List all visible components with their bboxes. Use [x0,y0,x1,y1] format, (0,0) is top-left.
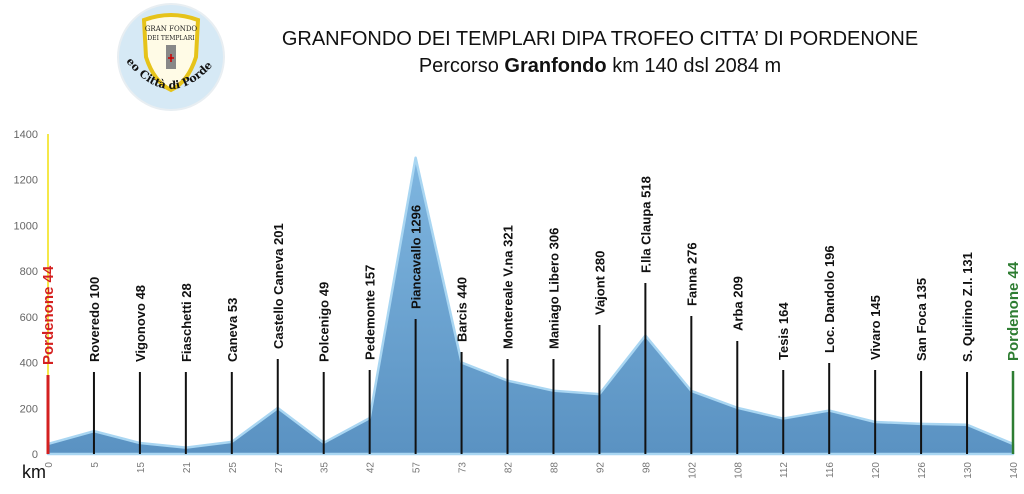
place-label: Loc. Dandolo 196 [822,245,837,353]
y-tick-label: 600 [20,312,38,324]
place-label: Maniago Libero 306 [546,228,561,349]
y-tick-label: 0 [32,449,38,461]
x-tick-label: 92 [595,462,606,474]
place-label: Castello Caneva 201 [271,223,286,349]
x-tick-label: 112 [779,462,790,478]
x-tick-label: 42 [366,462,377,474]
y-tick-label: 200 [20,403,38,415]
x-tick-label: 102 [687,462,698,479]
x-tick-label: 73 [458,462,469,474]
y-tick-label: 1400 [14,129,38,141]
place-label: Pordenone 44 [1005,261,1022,361]
subtitle-prefix: Percorso [418,55,499,77]
x-tick-label: 98 [641,462,652,474]
place-label: Tesis 164 [776,302,791,360]
event-logo: GRAN FONDO DEI TEMPLARI Trofeo Città di … [116,2,225,111]
place-label: Pordenone 44 [40,265,57,365]
x-tick-label: 116 [825,462,836,478]
x-tick-label: 130 [963,462,974,479]
place-label: Pedemonte 157 [363,265,378,360]
place-label: F.lla Claupa 518 [638,176,653,273]
y-tick-label: 1000 [14,220,38,232]
place-markers: Pordenone 44 Roveredo 100 Vigonovo 48 Fiasc… [40,134,1022,454]
x-axis-label: km [22,462,46,482]
place-label: Roveredo 100 [87,277,102,362]
x-tick-label: 57 [412,462,423,474]
x-tick-label: 140 [1009,462,1020,479]
subtitle-suffix: km 140 dsl 2084 m [612,55,782,77]
place-label: Piancavallo 1296 [409,205,424,309]
place-label: Fanna 276 [684,242,699,306]
y-tick-label: 1200 [14,175,38,187]
place-label: Montereale V.na 321 [501,225,516,349]
place-label: Fiaschetti 28 [179,283,194,362]
x-tick-label: 5 [90,462,101,468]
x-tick-label: 0 [44,462,55,468]
x-tick-label: 35 [320,462,331,474]
chart-subtitle: Percorso Granfondo km 140 dsl 2084 m [250,55,950,78]
y-tick-label: 800 [20,266,38,278]
x-tick-label: 21 [182,462,193,474]
place-label: San Foca 135 [914,278,929,361]
place-label: Vivaro 145 [868,295,883,360]
place-label: Arba 209 [730,276,745,331]
place-label: S. Quirino Z.I. 131 [960,252,975,362]
place-label: Barcis 440 [455,277,470,342]
x-tick-label: 108 [733,462,744,479]
place-label: Caneva 53 [225,298,240,362]
y-tick-label: 400 [20,358,38,370]
chart-title: GRANFONDO DEI TEMPLARI DIPA TROFEO CITTA… [281,28,919,50]
place-label: Vajont 280 [592,251,607,315]
x-tick-label: 120 [871,462,882,479]
x-tick-label: 82 [504,462,515,474]
x-axis: 0 5 15 21 25 27 35 42 57 73 82 88 92 98 102 108 112 116 12… [44,462,1020,479]
place-label: Polcenigo 49 [317,282,332,362]
place-label: Vigonovo 48 [133,285,148,362]
y-axis: 0 200 400 600 800 1000 1200 1400 [14,129,38,461]
x-tick-label: 126 [917,462,928,479]
x-tick-label: 25 [228,462,239,474]
svg-text:DEI TEMPLARI: DEI TEMPLARI [147,35,195,42]
subtitle-route: Granfondo [504,55,607,77]
x-tick-label: 15 [136,462,147,474]
svg-text:GRAN FONDO: GRAN FONDO [145,25,198,33]
x-tick-label: 27 [274,462,285,474]
x-tick-label: 88 [549,462,560,474]
